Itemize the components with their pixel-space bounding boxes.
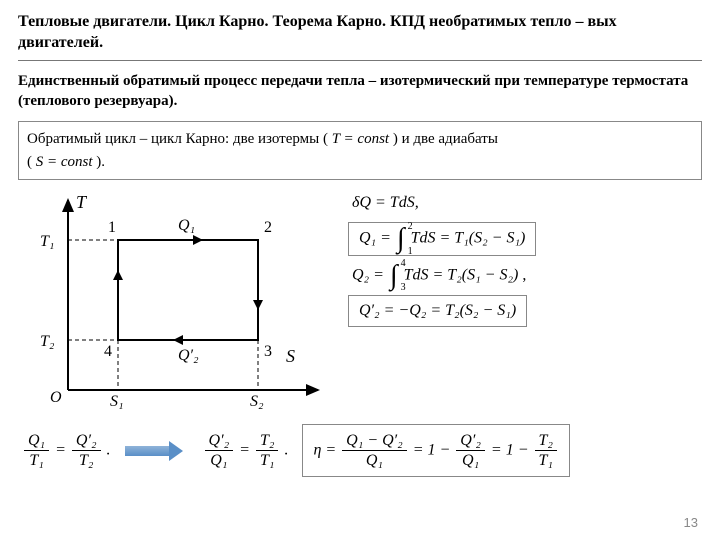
origin-label: O	[50, 389, 62, 406]
t1-label: T₁	[40, 233, 54, 250]
s2-label: S₂	[250, 393, 264, 410]
boxed-close2: ).	[96, 154, 105, 170]
inline-eq-s: S = const	[36, 154, 93, 170]
axis-s-label: S	[286, 346, 295, 366]
pt1: 1	[108, 219, 116, 236]
eq-q1-box: Q₁ = ∫21 TdS = T₁(S₂ − S₁)	[348, 222, 536, 256]
boxed-definition: Обратимый цикл – цикл Карно: две изотерм…	[18, 121, 702, 180]
bottom-row: Q₁T₁ = Q′₂T₂ . Q′₂Q₁ = T₂T₁ . η = Q₁ − Q…	[18, 424, 702, 477]
page-title: Тепловые двигатели. Цикл Карно. Теорема …	[18, 12, 702, 54]
page-number: 13	[684, 515, 698, 530]
content-row: T S O 1 2 3 4 T₁ T₂ S₁ S₂	[18, 190, 702, 410]
eq-dq: δQ = TdS,	[348, 194, 702, 212]
diagram-column: T S O 1 2 3 4 T₁ T₂ S₁ S₂	[18, 190, 338, 410]
eq-q2p-box: Q′₂ = −Q₂ = T₂(S₂ − S₁)	[348, 295, 527, 327]
pt2: 2	[264, 219, 272, 236]
eq-q2: Q₂ = ∫43 TdS = T₂(S₁ − S₂) ,	[348, 266, 702, 286]
pt3: 3	[264, 343, 272, 360]
arrow-icon	[125, 442, 185, 460]
q1-label: Q₁	[178, 217, 195, 234]
inline-eq-t: T = const	[332, 131, 389, 147]
axis-t-label: T	[76, 192, 88, 212]
t2-label: T₂	[40, 333, 55, 350]
equations-column: δQ = TdS, Q₁ = ∫21 TdS = T₁(S₂ − S₁) Q₂ …	[348, 190, 702, 410]
boxed-pre: Обратимый цикл – цикл Карно: две изотерм…	[27, 131, 328, 147]
eq-eta-box: η = Q₁ − Q′₂Q₁ = 1 − Q′₂Q₁ = 1 − T₂T₁	[302, 424, 570, 477]
boxed-open2: (	[27, 154, 32, 170]
q2p-label: Q′₂	[178, 347, 199, 364]
paragraph-1: Единственный обратимый процесс передачи …	[18, 71, 702, 112]
boxed-mid: ) и две адиабаты	[393, 131, 498, 147]
ts-diagram: T S O 1 2 3 4 T₁ T₂ S₁ S₂	[18, 190, 338, 410]
s1-label: S₁	[110, 393, 124, 410]
pt4: 4	[104, 343, 112, 360]
eq-ratio-left: Q₁T₁ = Q′₂T₂ .	[18, 431, 111, 470]
title-rule	[18, 60, 702, 61]
eq-ratio-mid: Q′₂Q₁ = T₂T₁ .	[199, 431, 289, 470]
